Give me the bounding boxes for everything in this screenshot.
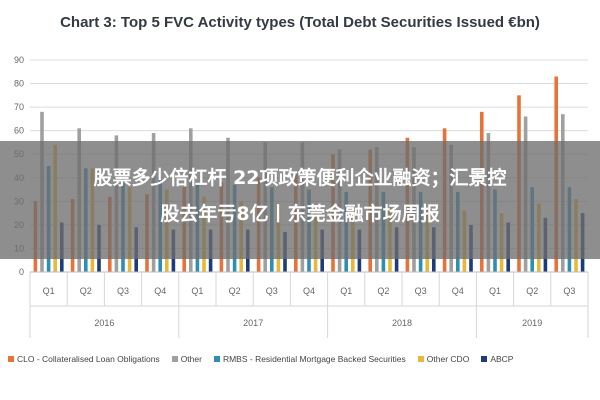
overlay-headline[interactable]: 股票多少倍杠杆 22项政策便利企业融资；汇景控 股去年亏8亿丨东莞金融市场周报 [0,160,600,232]
legend-label: Other [180,354,202,364]
x-tick-label: Q3 [266,286,278,296]
legend-item: ABCP [481,354,513,364]
legend-swatch [481,356,488,362]
legend-item: Other CDO [417,354,470,364]
x-tick-label: Q3 [117,286,129,296]
legend-label: Other CDO [426,354,470,364]
legend-item: Other [171,354,202,364]
legend-swatch [417,356,424,362]
x-tick-label: Q4 [154,286,166,296]
x-tick-label: Q2 [526,286,538,296]
x-tick-label: Q2 [229,286,241,296]
x-tick-label: Q4 [452,286,464,296]
x-tick-label: Q1 [489,286,501,296]
chart-title: Chart 3: Top 5 FVC Activity types (Total… [60,14,540,31]
year-label: 2018 [392,318,412,328]
x-axis: Q1 Q2 Q3 Q4 Q1 Q2 Q3 Q4 Q1 Q2 Q3 Q4 Q1 Q2 Q3 2016 2017 20… [29,271,589,338]
year-label: 2019 [522,318,542,328]
x-tick-label: Q1 [340,286,352,296]
overlay-line-1: 股票多少倍杠杆 22项政策便利企业融资；汇景控 [93,167,507,189]
x-tick-label: Q2 [80,286,92,296]
x-tick-label: Q3 [563,286,575,296]
y-tick-label: 80 [14,79,24,89]
legend-swatch [8,356,14,362]
x-tick-label: Q4 [303,286,315,296]
y-tick-label: 60 [14,126,24,136]
legend-swatch [171,356,178,362]
y-tick-label: 0 [19,267,24,277]
overlay-banner [0,141,600,259]
x-tick-label: Q1 [43,286,55,296]
legend-item: CLO - Collateralised Loan Obligations [8,354,160,364]
x-tick-label: Q2 [377,286,389,296]
legend-label: RMBS - Residential Mortgage Backed Secur… [222,354,406,364]
legend: CLO - Collateralised Loan Obligations Oth… [8,351,598,367]
overlay-line-2: 股去年亏8亿丨东莞金融市场周报 [160,203,440,225]
year-label: 2017 [243,318,263,328]
legend-label: ABCP [490,354,514,364]
x-tick-label: Q1 [191,286,203,296]
legend-item: RMBS - Residential Mortgage Backed Secur… [213,354,406,364]
legend-label: CLO - Collateralised Loan Obligations [17,354,160,364]
legend-swatch [213,356,220,362]
y-tick-label: 70 [14,102,24,112]
y-tick-label: 90 [14,55,24,65]
x-tick-label: Q3 [415,286,427,296]
year-label: 2016 [94,318,114,328]
